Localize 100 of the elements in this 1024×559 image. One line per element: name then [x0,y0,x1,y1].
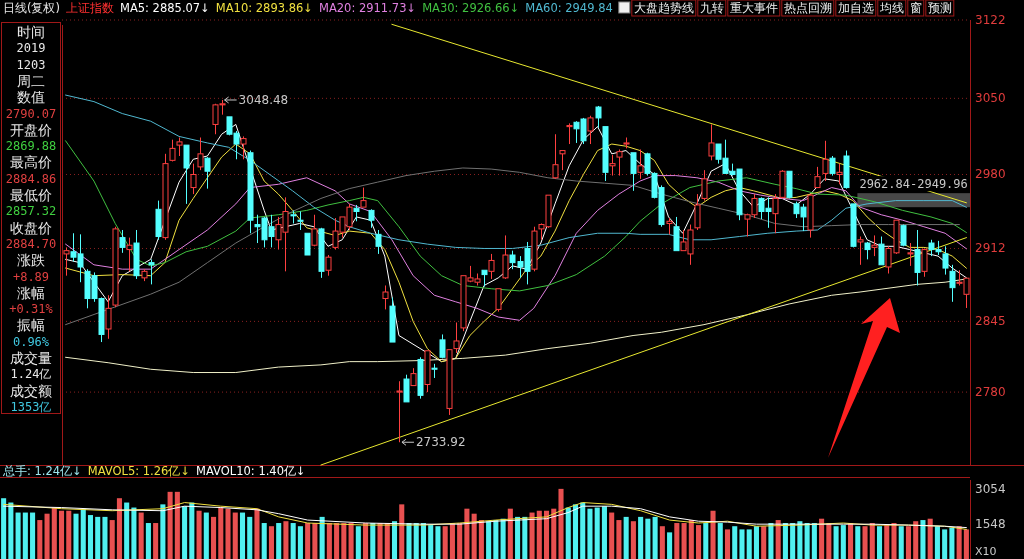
chart-title: 日线(复权) [3,1,60,15]
text: 周二 [17,72,45,89]
text: +0.31% [9,302,54,317]
text: 振幅 [17,317,45,334]
text: 最低价 [10,187,52,203]
bar [529,512,535,559]
bar [601,506,607,559]
y-tick-label: 1548 [975,516,1006,531]
band-label: 2962.84-2949.96 [859,177,968,192]
bar [377,523,383,559]
bar [428,525,434,559]
bar [876,526,883,559]
bar [283,521,289,559]
bar [493,520,499,559]
bar [391,521,398,559]
text: 2857.32 [5,204,57,219]
text: 时间 [17,24,45,40]
bar [696,525,702,559]
bar [1,498,7,559]
bar [254,508,260,559]
bar [80,508,86,559]
text: +8.89 [12,269,50,284]
bar [203,512,209,559]
bar [30,512,36,559]
text: 2884.70 [5,236,57,251]
annotation: 2733.92 [415,435,466,450]
bar [659,526,665,559]
text: 成交额 [10,382,52,399]
bar [312,523,318,559]
y-tick-label: 2980 [975,167,1006,182]
bar [587,508,593,559]
bar [848,523,854,559]
text: 最高价 [10,154,52,171]
y-tick-label: 2845 [975,314,1006,329]
bar [182,506,188,559]
bar [797,521,803,559]
bar [739,529,745,559]
bar [109,520,115,559]
y-tick-label: 3054 [975,482,1006,497]
bar [297,526,303,559]
bar [22,512,28,559]
bar [124,502,130,559]
bar [457,523,463,559]
bar [399,504,405,559]
bar [703,523,709,559]
annotation: 3048.48 [238,92,289,107]
bar [630,521,636,559]
bar [688,520,694,559]
bar [616,520,622,559]
bar [370,523,376,559]
bar [167,491,173,559]
bar [572,504,579,559]
text: 收盘价 [10,219,52,236]
bar [536,510,542,559]
bar [956,526,962,559]
bar [710,510,716,559]
bar [341,523,347,559]
y-tick-label: 2912 [975,241,1006,256]
bar [884,525,890,559]
bar [44,513,50,559]
bar [189,502,195,559]
bar [724,529,731,559]
bar [522,516,528,559]
bar [681,523,687,559]
text: 重大事件 [729,1,778,15]
bar [464,508,470,559]
bar [319,516,325,559]
bar [413,523,419,559]
bar [768,523,774,559]
bar [891,523,897,559]
bar [855,526,861,559]
bar [551,508,557,559]
bar [145,523,151,559]
text: X10 [975,544,997,558]
bar [609,512,615,559]
y-tick-label: 2780 [975,385,1006,400]
text: 成交量 [10,350,52,366]
bar [942,529,948,559]
text: 开盘价 [10,121,52,138]
text: 2019 [16,41,46,56]
bar [268,526,274,559]
bar [782,523,788,559]
bar [131,507,137,559]
bar [804,523,810,559]
bar [667,532,673,559]
annotation: 总手: 1.24亿↓ [2,464,82,478]
text: 热点回溯 [783,1,832,15]
bar [95,516,101,559]
bar [594,507,600,559]
bar [927,518,933,559]
bar [449,523,455,559]
bar [920,520,926,559]
text: MAVOL10: 1.40亿↓ [196,464,306,478]
bar [73,513,79,559]
bar [753,526,759,559]
bar [211,516,217,559]
bar [638,516,644,559]
bar [276,523,282,559]
bar [355,526,361,559]
bar [174,491,180,559]
